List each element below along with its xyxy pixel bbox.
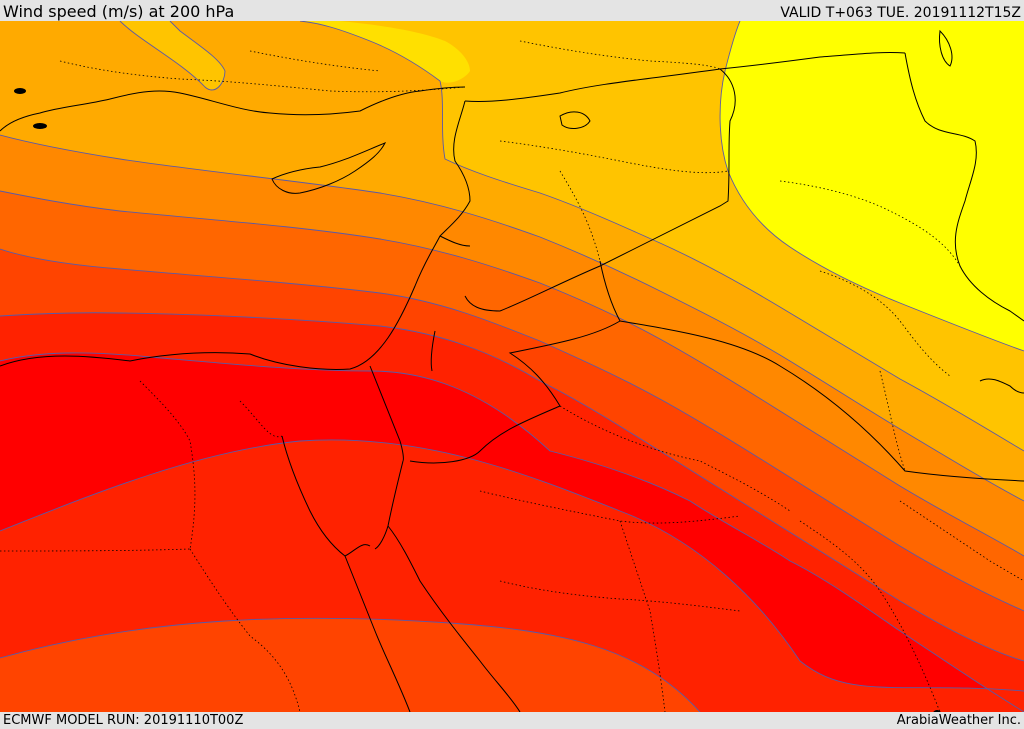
gulf-of-suez	[281, 435, 371, 557]
red-sea-east	[387, 525, 521, 712]
saudi-iraq-border	[619, 320, 1024, 482]
isotach-lines	[0, 21, 1024, 712]
lebanon-syria-border	[439, 235, 471, 247]
gulf-coast	[979, 378, 1024, 394]
wind-speed-map	[0, 21, 1024, 712]
credit: ArabiaWeather Inc.	[896, 713, 1021, 728]
syria-iraq-border	[499, 68, 736, 312]
lake-van	[559, 111, 591, 129]
national-borders	[369, 51, 1024, 482]
header-bar: Wind speed (m/s) at 200 hPa VALID T+063 …	[0, 0, 1024, 21]
coastlines	[0, 29, 1024, 712]
jordan-border	[409, 260, 621, 464]
footer-bar: ECMWF MODEL RUN: 20191110T00Z ArabiaWeat…	[0, 712, 1024, 729]
band-3-pocket	[0, 21, 225, 90]
band-7-south	[0, 618, 700, 712]
gulf-of-aqaba	[374, 460, 404, 550]
map-title: Wind speed (m/s) at 200 hPa	[3, 2, 235, 21]
iran-iraq-border	[904, 52, 1024, 322]
east-med-coast	[0, 100, 471, 370]
israel-egypt-border	[369, 365, 404, 462]
province-borders	[0, 40, 1024, 712]
band-8-south	[0, 439, 1024, 712]
model-run: ECMWF MODEL RUN: 20191110T00Z	[3, 713, 244, 728]
islands	[14, 88, 941, 712]
lake-urmia	[939, 29, 953, 67]
band-1	[720, 21, 1024, 351]
red-sea-west	[344, 555, 411, 712]
cyprus	[271, 142, 387, 194]
dead-sea	[430, 330, 436, 372]
turkey-coast	[0, 86, 466, 132]
valid-time: VALID T+063 TUE. 20191112T15Z	[780, 5, 1021, 21]
turkey-syria-border	[464, 51, 906, 103]
